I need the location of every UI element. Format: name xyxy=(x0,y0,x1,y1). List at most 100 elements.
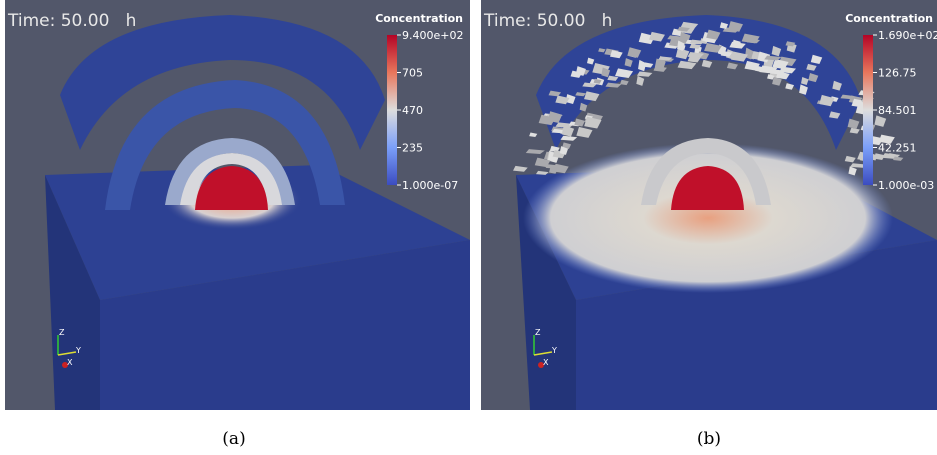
axis-label-y: Y xyxy=(551,346,557,355)
fragment xyxy=(675,48,690,60)
fragment xyxy=(719,22,729,30)
fragment xyxy=(584,91,600,102)
colorbar-label: 705 xyxy=(402,67,423,80)
fragment xyxy=(545,164,561,169)
fragment xyxy=(704,43,722,53)
axis-label-x: X xyxy=(67,358,73,367)
fragment xyxy=(810,54,823,65)
fragment xyxy=(538,114,556,126)
fragment xyxy=(615,68,634,78)
fragment xyxy=(731,51,748,62)
fragment xyxy=(785,83,795,90)
fragment xyxy=(741,33,760,44)
fragment xyxy=(593,78,602,84)
fragment xyxy=(525,149,545,154)
fragment xyxy=(561,125,575,137)
time-label: Time: 50.00 h xyxy=(483,11,612,31)
fragment xyxy=(806,63,817,71)
fragment xyxy=(779,66,797,74)
fragment xyxy=(548,167,558,174)
fragment xyxy=(757,51,771,63)
panel-b xyxy=(481,0,937,410)
axis-label-y: Y xyxy=(75,346,81,355)
fragment xyxy=(677,60,697,70)
fragment xyxy=(744,60,760,71)
fragment xyxy=(535,170,549,175)
fragment xyxy=(555,95,570,105)
fragment xyxy=(638,59,647,72)
axis-label-z: Z xyxy=(535,328,541,337)
fragment xyxy=(849,127,860,134)
fragment xyxy=(549,145,560,153)
colorbar-label: 1.000e-07 xyxy=(402,179,458,192)
fragment xyxy=(649,31,665,42)
fragment xyxy=(689,39,705,45)
colorbar-label: 126.75 xyxy=(878,67,917,80)
colorbar-label: 84.501 xyxy=(878,104,917,117)
axis-label-x: X xyxy=(543,358,549,367)
fragment xyxy=(701,59,713,68)
fragment xyxy=(744,47,754,60)
fragment xyxy=(548,90,562,97)
colorbar-label: 235 xyxy=(402,142,423,155)
fragment xyxy=(840,94,855,100)
fragment xyxy=(799,84,808,95)
fragment xyxy=(627,47,642,58)
fragment xyxy=(513,165,528,172)
fragment xyxy=(560,135,578,141)
axis-x xyxy=(62,362,68,368)
fragment xyxy=(767,74,775,80)
axis-x xyxy=(538,362,544,368)
fragment xyxy=(667,35,684,40)
fragment xyxy=(574,118,585,127)
fragment xyxy=(832,80,842,91)
fragment xyxy=(555,122,575,128)
fragment xyxy=(771,45,782,57)
fragment xyxy=(570,70,583,78)
fragment xyxy=(728,21,743,32)
fragment xyxy=(624,58,633,67)
fragment xyxy=(598,48,606,53)
fragment xyxy=(808,73,819,83)
fragment xyxy=(582,82,597,88)
fragment xyxy=(654,58,666,70)
fragment xyxy=(785,41,796,47)
fragment xyxy=(893,156,904,161)
colorbar xyxy=(863,35,873,185)
colorbar-title: Concentration xyxy=(845,12,933,25)
fragment xyxy=(680,21,699,30)
fragment xyxy=(720,50,733,57)
fragment xyxy=(534,157,551,168)
time-label: Time: 50.00 h xyxy=(7,11,136,31)
fragment xyxy=(764,55,782,61)
fragment xyxy=(849,163,868,168)
fragment xyxy=(620,79,629,86)
fragment xyxy=(759,65,778,74)
colorbar-label: 42.251 xyxy=(878,142,917,155)
fragment xyxy=(609,50,623,59)
fragment xyxy=(587,57,595,65)
isosurface-fragments xyxy=(513,21,904,176)
fragment xyxy=(874,115,887,127)
fragment xyxy=(848,166,857,176)
fragment xyxy=(562,142,572,149)
caption: (a) xyxy=(222,429,245,449)
fragment xyxy=(636,71,653,77)
fragment xyxy=(601,67,611,78)
fragment xyxy=(575,92,587,97)
fragment xyxy=(687,51,705,59)
fragment xyxy=(677,40,685,51)
fragment xyxy=(878,134,895,144)
fragment xyxy=(689,43,702,49)
fragment xyxy=(706,29,721,40)
fragment xyxy=(565,94,576,104)
colorbar xyxy=(387,35,397,185)
colorbar-label: 9.400e+02 xyxy=(402,29,463,42)
fragment xyxy=(605,82,622,88)
colorbar-label: 470 xyxy=(402,104,423,117)
fragment xyxy=(873,153,885,160)
fragment xyxy=(576,126,593,138)
colorbar-title: Concentration xyxy=(375,12,463,25)
